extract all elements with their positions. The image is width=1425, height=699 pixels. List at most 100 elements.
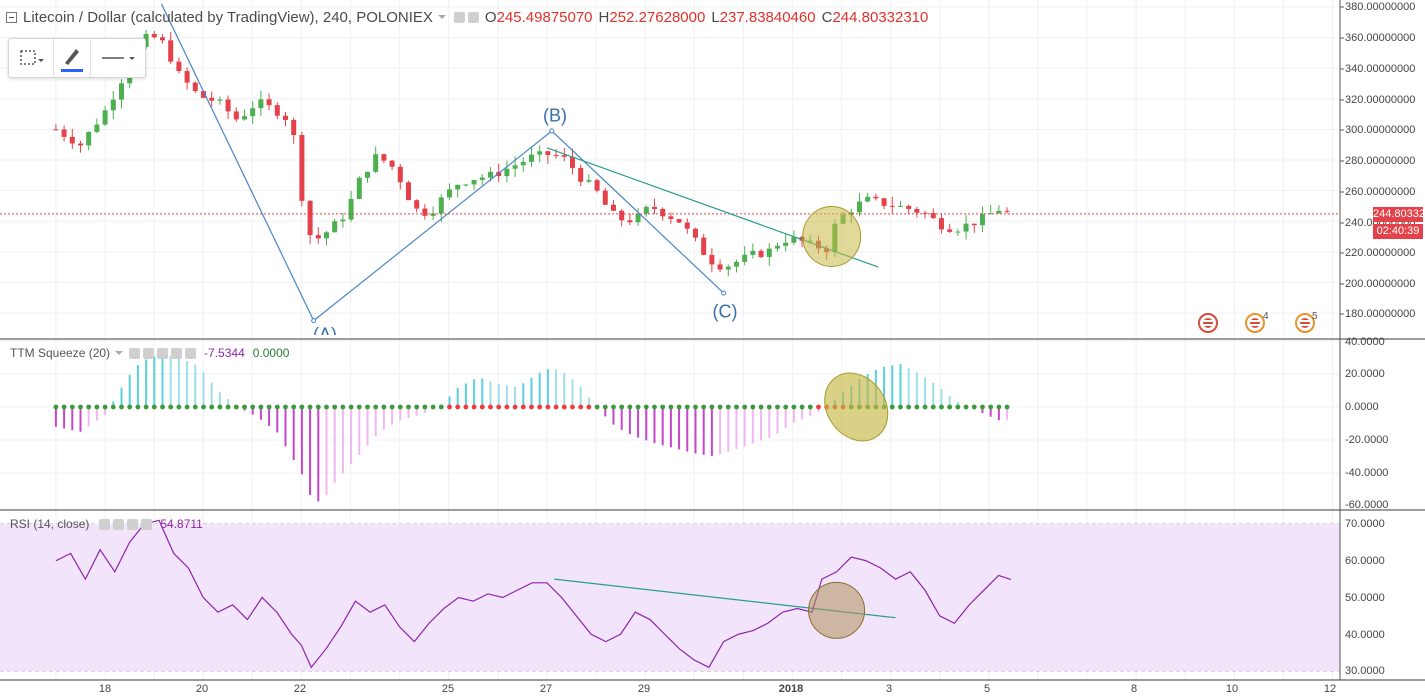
wave-point xyxy=(721,290,727,296)
squeeze-dot xyxy=(684,404,690,410)
candle-body xyxy=(971,223,977,226)
close-label: C xyxy=(821,8,833,26)
candle-body xyxy=(340,219,346,222)
candle-body xyxy=(537,151,543,155)
squeeze-dot xyxy=(250,404,256,410)
squeeze-dot xyxy=(512,404,518,410)
candle-body xyxy=(323,232,329,239)
squeeze-dot xyxy=(906,404,912,410)
hide-icon[interactable] xyxy=(113,518,125,530)
candle-body xyxy=(922,212,928,214)
squeeze-dot xyxy=(766,404,772,410)
squeeze-dot xyxy=(233,404,239,410)
candle-body xyxy=(430,213,436,216)
squeeze-dot xyxy=(734,404,739,410)
time-tick-label: 8 xyxy=(1130,683,1138,695)
move-up-icon[interactable] xyxy=(127,518,139,530)
settings-icon[interactable] xyxy=(99,518,111,530)
candle-body xyxy=(471,180,477,185)
squeeze-value2: 0.0000 xyxy=(252,346,290,360)
hide-icon[interactable] xyxy=(467,11,479,23)
squeeze-dot xyxy=(127,404,133,410)
hide-icon[interactable] xyxy=(143,347,155,359)
squeeze-dot xyxy=(471,404,477,410)
squeeze-dot xyxy=(504,404,510,410)
settings-icon[interactable] xyxy=(129,347,141,359)
candle-body xyxy=(545,151,551,156)
squeeze-dot xyxy=(545,404,551,410)
squeeze-dot xyxy=(201,404,206,410)
candle-body xyxy=(414,200,420,209)
candle-body xyxy=(602,190,608,205)
candle-body xyxy=(865,196,871,202)
close-icon[interactable] xyxy=(141,518,153,530)
price-tick-label: 280.00000000 xyxy=(1345,155,1416,167)
move-down-icon[interactable] xyxy=(171,347,183,359)
candle-body xyxy=(118,83,124,100)
squeeze-dot xyxy=(225,404,231,410)
candle-body xyxy=(159,37,165,41)
bar-countdown-tag: 02:40:39 xyxy=(1373,224,1423,239)
price-tick-label: 220.00000000 xyxy=(1345,247,1416,259)
chevron-down-icon[interactable] xyxy=(437,15,446,19)
squeeze-dot xyxy=(69,404,75,410)
rsi-tick-label: 50.0000 xyxy=(1345,592,1385,604)
squeeze-dot xyxy=(324,404,329,410)
event-flag-icon[interactable] xyxy=(1245,313,1265,333)
open-value: 245.49875070 xyxy=(496,8,593,26)
squeeze-dot xyxy=(955,404,961,410)
wave-label-a[interactable]: (A) xyxy=(313,324,337,345)
candle-body xyxy=(766,248,772,258)
candle-body xyxy=(438,197,444,214)
close-icon[interactable] xyxy=(185,347,197,359)
squeeze-dot xyxy=(701,404,707,410)
wave-point xyxy=(549,128,555,134)
squeeze-dot xyxy=(438,404,444,410)
squeeze-dot xyxy=(61,404,67,410)
rsi-legend-title: RSI (14, close) xyxy=(10,517,90,531)
candle-body xyxy=(701,237,707,255)
squeeze-value1: -7.5344 xyxy=(204,346,245,360)
brush-tool-button[interactable] xyxy=(53,39,90,77)
candle-body xyxy=(733,261,739,267)
line-style-button[interactable] xyxy=(90,39,145,77)
settings-icon[interactable] xyxy=(453,11,465,23)
wave-label-c[interactable]: (C) xyxy=(712,301,738,322)
squeeze-dot xyxy=(266,404,272,410)
squeeze-tick-label: -20.0000 xyxy=(1345,434,1389,446)
price-candles xyxy=(53,29,1010,277)
candle-body xyxy=(873,196,879,199)
candle-body xyxy=(299,135,305,201)
squeeze-legend: TTM Squeeze (20) -7.5344 0.0000 xyxy=(10,346,289,360)
time-tick-label: 27 xyxy=(539,683,553,695)
candle-body xyxy=(955,231,961,233)
candle-body xyxy=(906,205,912,209)
candle-body xyxy=(405,182,411,201)
move-up-icon[interactable] xyxy=(157,347,169,359)
selection-icon xyxy=(20,50,44,65)
event-flag-icon[interactable] xyxy=(1295,313,1315,333)
squeeze-dot xyxy=(151,404,157,410)
wave-label-b[interactable]: (B) xyxy=(543,105,567,126)
squeeze-dot xyxy=(980,404,985,410)
squeeze-dot xyxy=(274,404,280,410)
chevron-down-icon[interactable] xyxy=(115,351,124,355)
squeeze-dot xyxy=(553,404,559,410)
squeeze-dot xyxy=(1004,404,1010,410)
squeeze-dot xyxy=(356,404,362,410)
squeeze-dot xyxy=(340,404,346,410)
selection-tool-button[interactable] xyxy=(9,39,53,77)
event-flag-icon[interactable] xyxy=(1198,313,1218,333)
squeeze-dot xyxy=(160,404,165,410)
squeeze-dot xyxy=(693,404,698,410)
rsi-tick-label: 40.0000 xyxy=(1345,629,1385,641)
candle-body xyxy=(889,205,895,207)
squeeze-dot xyxy=(397,404,403,410)
collapse-icon[interactable] xyxy=(6,11,17,23)
squeeze-dot xyxy=(783,404,789,410)
candle-body xyxy=(61,129,67,137)
candle-body xyxy=(692,228,698,238)
candle-body xyxy=(266,99,272,106)
candle-body xyxy=(553,155,559,157)
